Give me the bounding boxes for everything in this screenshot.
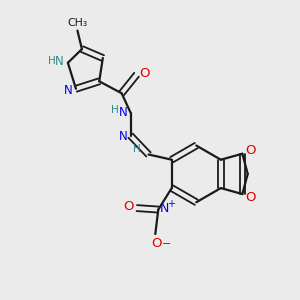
Text: H: H <box>48 56 55 66</box>
Text: O: O <box>245 144 256 157</box>
Text: H: H <box>111 105 119 115</box>
Text: N: N <box>118 106 127 118</box>
Text: +: + <box>167 199 175 209</box>
Text: −: − <box>161 238 171 249</box>
Text: N: N <box>64 84 73 97</box>
Text: H: H <box>133 144 141 154</box>
Text: N: N <box>160 202 170 215</box>
Text: CH₃: CH₃ <box>68 18 88 28</box>
Text: O: O <box>140 67 150 80</box>
Text: O: O <box>123 200 134 213</box>
Text: N: N <box>55 55 64 68</box>
Text: O: O <box>152 237 162 250</box>
Text: N: N <box>118 130 127 143</box>
Text: O: O <box>245 190 256 203</box>
